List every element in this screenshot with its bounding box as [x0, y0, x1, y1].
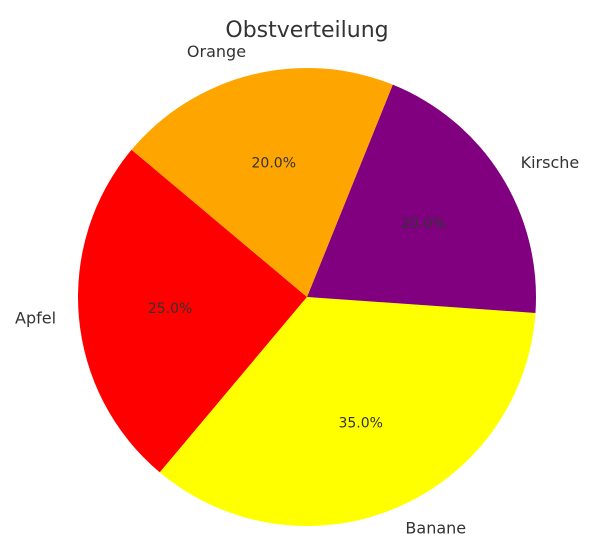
percent-label-orange: 20.0% — [252, 156, 296, 172]
percent-label-kirsche: 20.0% — [401, 216, 445, 232]
pie-slice-kirsche — [307, 84, 536, 313]
pie-slices — [78, 67, 536, 526]
pie-slice-apfel — [78, 149, 307, 473]
slice-label-banane: Banane — [405, 518, 466, 537]
pie-slice-banane — [159, 297, 536, 526]
slice-label-orange: Orange — [187, 42, 246, 61]
percent-label-banane: 35.0% — [338, 415, 382, 431]
percent-label-apfel: 25.0% — [148, 301, 192, 317]
slice-label-apfel: Apfel — [15, 308, 56, 327]
pie-labels: Apfel 25.0% Banane 35.0% Kirsche 20.0% Orange 2… — [15, 42, 579, 537]
slice-label-kirsche: Kirsche — [521, 153, 580, 172]
chart-title: Obstverteilung — [225, 18, 388, 43]
pie-slice-orange — [131, 67, 393, 297]
